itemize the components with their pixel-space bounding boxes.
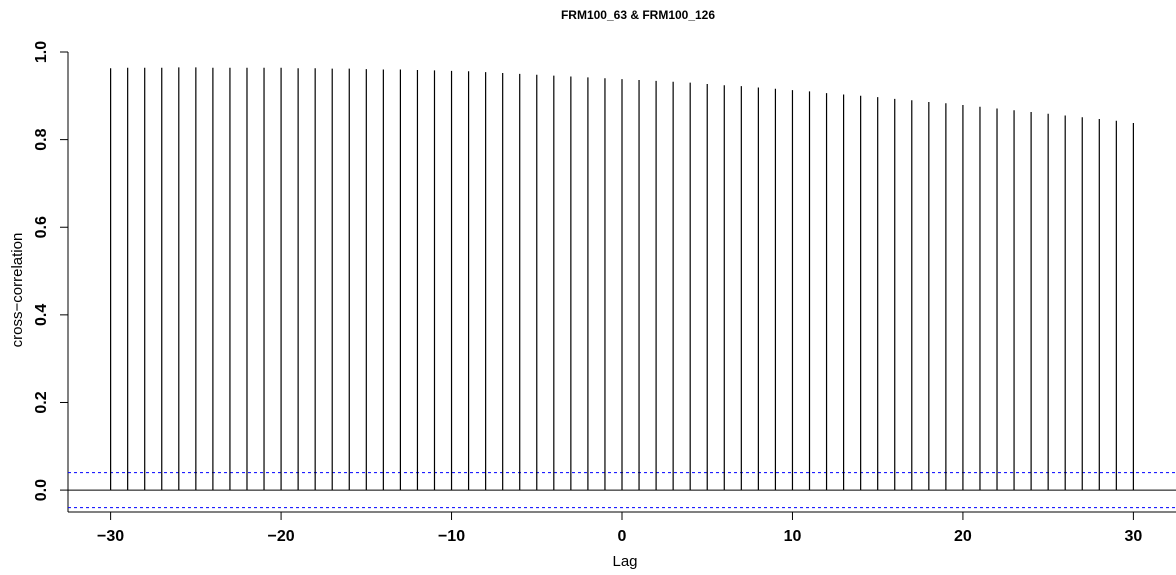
chart-title: FRM100_63 & FRM100_126 <box>561 8 715 22</box>
x-tick-label: 20 <box>954 528 972 545</box>
x-tick-label: 10 <box>784 528 802 545</box>
y-tick-label: 0.8 <box>33 128 50 150</box>
x-tick-label: −30 <box>97 528 124 545</box>
x-axis-label: Lag <box>612 553 637 570</box>
y-tick-label: 0.2 <box>33 391 50 413</box>
y-tick-label: 0.6 <box>33 216 50 238</box>
x-tick-label: −10 <box>438 528 465 545</box>
y-tick-label: 1.0 <box>33 41 50 63</box>
x-tick-label: −20 <box>268 528 295 545</box>
y-tick-label: 0.4 <box>33 304 50 326</box>
y-axis-label: cross−correlation <box>9 233 26 348</box>
x-tick-label: 0 <box>618 528 627 545</box>
plot-area: −30 −20 −10 0 10 20 30 0.0 0.2 0.4 0.6 0.8 1.0 <box>33 41 1176 545</box>
y-tick-label: 0.0 <box>33 479 50 501</box>
x-tick-label: 30 <box>1124 528 1142 545</box>
